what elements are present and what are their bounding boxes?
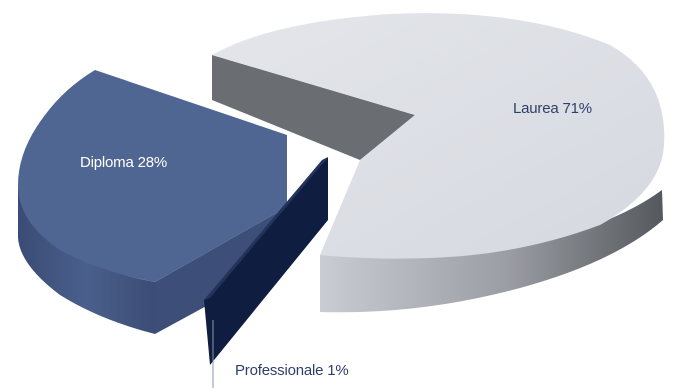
slice-label-value: 28% (138, 154, 167, 171)
slice-professionale-front (204, 157, 328, 365)
slice-label-professionale: Professionale 1% (235, 362, 349, 379)
slice-label-name: Diploma (80, 154, 138, 171)
slice-professionale (204, 157, 328, 365)
slice-label-value: 1% (327, 362, 348, 379)
slice-laurea-top (212, 13, 665, 259)
slice-label-value: 71% (562, 100, 591, 117)
slice-diploma-wall (155, 207, 287, 334)
slice-diploma-side (18, 185, 155, 334)
slice-diploma (18, 70, 287, 334)
slice-label-diploma: Diploma 28% (80, 154, 167, 171)
slice-label-laurea: Laurea 71% (513, 100, 592, 117)
slice-laurea (212, 13, 665, 313)
slice-professionale-top (204, 157, 328, 300)
slice-diploma-top (18, 70, 287, 282)
slice-laurea-wall (212, 55, 415, 160)
slice-label-name: Professionale (235, 362, 327, 379)
slice-label-name: Laurea (513, 100, 562, 117)
